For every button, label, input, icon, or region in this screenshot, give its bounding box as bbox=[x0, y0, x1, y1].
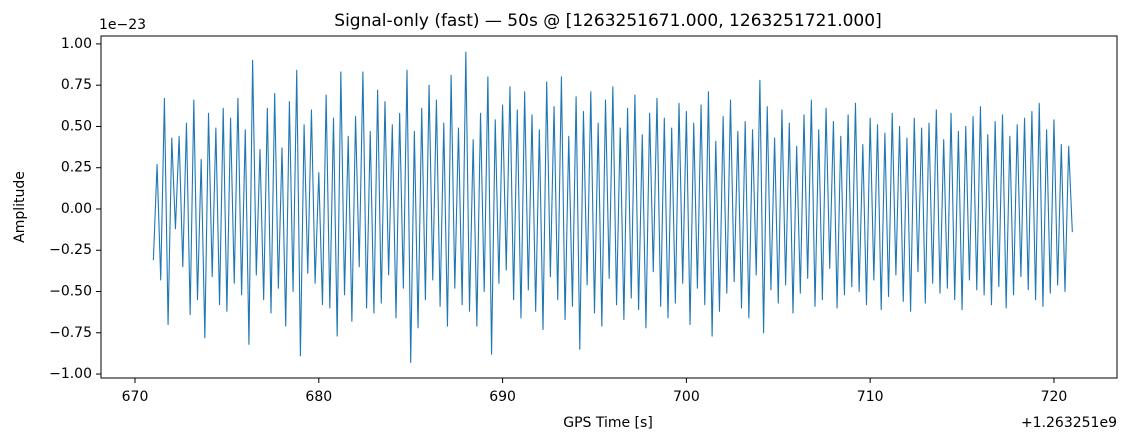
chart-title: Signal-only (fast) — 50s @ [1263251671.0… bbox=[334, 11, 881, 31]
x-tick-label: 680 bbox=[305, 389, 332, 405]
y-axis-label: Amplitude bbox=[12, 171, 28, 243]
signal-line bbox=[152, 51, 1073, 364]
x-axis-label: GPS Time [s] bbox=[563, 415, 653, 431]
x-tick-label: 670 bbox=[122, 389, 149, 405]
x-tick-label: 690 bbox=[489, 389, 516, 405]
y-tick-label: 0.25 bbox=[61, 160, 92, 176]
y-tick-label: −0.50 bbox=[49, 284, 92, 300]
x-tick-label: 720 bbox=[1041, 389, 1068, 405]
y-tick-label: 0.50 bbox=[61, 118, 92, 134]
y-tick-label: −0.75 bbox=[49, 325, 92, 341]
x-tick-label: 710 bbox=[857, 389, 884, 405]
y-tick-label: −0.25 bbox=[49, 242, 92, 258]
plot-frame bbox=[100, 35, 1118, 379]
y-tick-label: 1.00 bbox=[61, 36, 92, 52]
y-tick-label: −1.00 bbox=[49, 366, 92, 382]
x-offset-label: +1.263251e9 bbox=[1021, 415, 1117, 431]
y-tick-label: 0.00 bbox=[61, 201, 92, 217]
y-tick-label: 0.75 bbox=[61, 77, 92, 93]
y-offset-label: 1e−23 bbox=[99, 17, 146, 33]
x-tick-label: 700 bbox=[673, 389, 700, 405]
